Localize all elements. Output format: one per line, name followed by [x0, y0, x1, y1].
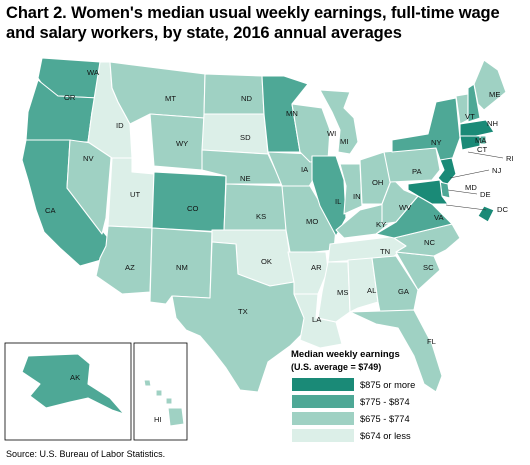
state-label-nd: ND — [241, 94, 252, 103]
state-label-nj: NJ — [492, 166, 501, 175]
state-co — [151, 171, 227, 233]
state-label-pa: PA — [412, 167, 423, 176]
state-label-ca: CA — [45, 206, 56, 215]
alaska-inset-frame — [4, 342, 132, 441]
state-mi — [319, 89, 359, 155]
state-label-ak: AK — [70, 373, 80, 382]
state-fl — [349, 309, 443, 393]
state-label-nm: NM — [176, 263, 188, 272]
state-md — [407, 179, 449, 205]
legend-swatch — [291, 411, 355, 426]
legend-item: $875 or more — [291, 376, 491, 393]
state-label-sc: SC — [423, 263, 434, 272]
state-label-me: ME — [489, 90, 500, 99]
state-hi — [143, 379, 185, 427]
state-label-mt: MT — [165, 94, 176, 103]
state-label-ks: KS — [256, 212, 266, 221]
state-label-co: CO — [187, 204, 198, 213]
chart-title: Chart 2. Women's median usual weekly ear… — [6, 4, 500, 42]
state-label-ne: NE — [240, 174, 251, 183]
state-label-ny: NY — [431, 138, 442, 147]
state-label-nc: NC — [424, 238, 435, 247]
state-label-va: VA — [434, 213, 445, 222]
state-label-wi: WI — [327, 129, 336, 138]
state-ma — [459, 119, 495, 137]
state-label-ar: AR — [311, 263, 322, 272]
state-label-md: MD — [465, 183, 477, 192]
state-tx — [171, 241, 307, 393]
legend-item: $775 - $874 — [291, 393, 491, 410]
hawaii-inset-frame — [133, 342, 188, 441]
state-al — [347, 257, 379, 313]
state-la — [293, 293, 343, 349]
state-sd — [201, 113, 269, 155]
state-label-sd: SD — [240, 133, 251, 142]
state-dc — [477, 205, 495, 223]
state-nh — [467, 83, 481, 123]
state-label-ut: UT — [130, 190, 140, 199]
legend-swatch — [291, 394, 355, 409]
state-label-oh: OH — [372, 178, 383, 187]
state-label-tx: TX — [238, 307, 248, 316]
state-label-dc: DC — [497, 205, 508, 214]
state-label-az: AZ — [125, 263, 135, 272]
state-in — [339, 163, 363, 215]
state-ak — [21, 353, 125, 415]
legend-label: $875 or more — [360, 379, 416, 390]
source-note: Source: U.S. Bureau of Labor Statistics. — [6, 449, 166, 459]
state-ar — [287, 251, 329, 295]
state-label-ky: KY — [376, 220, 386, 229]
state-label-ri: RI — [506, 154, 514, 163]
leader-line — [449, 169, 490, 179]
state-label-ga: GA — [398, 287, 410, 296]
state-label-id: ID — [116, 121, 124, 130]
state-label-ct: CT — [477, 145, 487, 154]
state-label-nh: NH — [487, 119, 498, 128]
state-label-ma: MA — [475, 136, 487, 145]
legend-swatch — [291, 377, 355, 392]
state-label-al: AL — [367, 286, 376, 295]
state-label-mn: MN — [286, 109, 298, 118]
legend-item: $674 or less — [291, 427, 491, 444]
state-label-wa: WA — [87, 68, 100, 77]
leader-line — [447, 189, 478, 195]
state-me — [473, 59, 507, 111]
state-pa — [383, 147, 441, 183]
leader-line — [445, 204, 487, 211]
legend-label: $675 - $774 — [360, 413, 410, 424]
state-label-de: DE — [480, 190, 491, 199]
state-label-mo: MO — [306, 217, 318, 226]
legend-item: $675 - $774 — [291, 410, 491, 427]
state-label-or: OR — [64, 93, 76, 102]
state-label-la: LA — [312, 315, 322, 324]
state-nd — [203, 73, 265, 115]
legend-title: Median weekly earnings — [291, 349, 400, 360]
state-label-ia: IA — [301, 165, 309, 174]
state-nc — [393, 223, 461, 257]
state-label-mi: MI — [340, 137, 348, 146]
state-ks — [223, 183, 287, 231]
leader-line — [467, 151, 504, 159]
state-ny — [391, 97, 461, 161]
state-label-fl: FL — [427, 337, 436, 346]
state-label-tn: TN — [380, 247, 390, 256]
legend-label: $775 - $874 — [360, 396, 410, 407]
state-label-in: IN — [353, 192, 361, 201]
state-label-wv: WV — [399, 203, 412, 212]
state-label-ok: OK — [261, 257, 272, 266]
legend: Median weekly earnings (U.S. average = $… — [291, 349, 491, 444]
state-ct — [459, 135, 481, 151]
state-label-vt: VT — [465, 112, 475, 121]
legend-label: $674 or less — [360, 430, 411, 441]
state-label-il: IL — [335, 197, 341, 206]
legend-subtitle: (U.S. average = $749) — [291, 362, 382, 372]
state-label-ms: MS — [337, 288, 348, 297]
state-label-hi: HI — [154, 415, 162, 424]
state-label-nv: NV — [83, 154, 94, 163]
state-label-wy: WY — [176, 139, 188, 148]
legend-swatch — [291, 428, 355, 443]
